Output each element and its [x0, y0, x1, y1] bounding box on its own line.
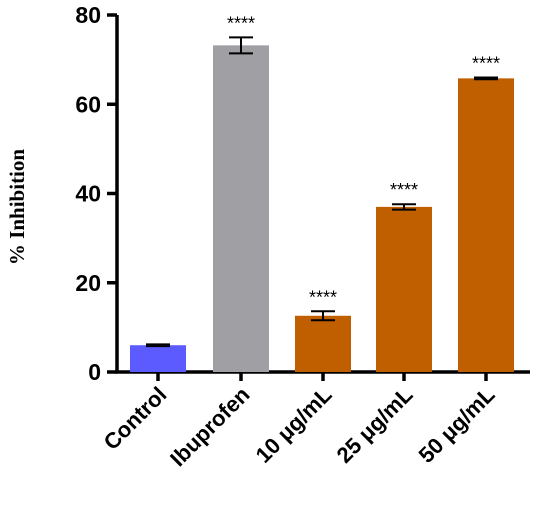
bar — [295, 315, 351, 372]
x-tick-label: 25 μg/mL — [332, 382, 418, 468]
significance-label: **** — [309, 287, 337, 307]
y-tick-label: 40 — [75, 181, 101, 207]
y-axis-title: % Inhibition — [5, 149, 29, 265]
chart-significance-labels: **** **** **** **** — [227, 13, 500, 307]
bar — [376, 206, 432, 372]
y-tick-label: 60 — [75, 91, 101, 117]
bar — [458, 78, 514, 373]
bar — [213, 45, 269, 372]
y-tick-label: 0 — [88, 359, 101, 385]
x-tick-label: Control — [99, 382, 172, 455]
significance-label: **** — [390, 180, 418, 200]
chart-bars — [130, 45, 514, 373]
x-tick-label: 10 μg/mL — [251, 382, 337, 468]
significance-label: **** — [227, 13, 255, 33]
significance-label: **** — [472, 53, 500, 73]
y-tick-labels: 0 20 40 60 80 — [75, 2, 101, 385]
y-tick-label: 80 — [75, 2, 101, 28]
bar — [130, 345, 186, 372]
x-tick-label: 50 μg/mL — [414, 382, 500, 468]
x-tick-label: Ibuprofen — [165, 382, 254, 471]
chart-error-bars — [146, 36, 498, 348]
y-tick-label: 20 — [75, 270, 101, 296]
